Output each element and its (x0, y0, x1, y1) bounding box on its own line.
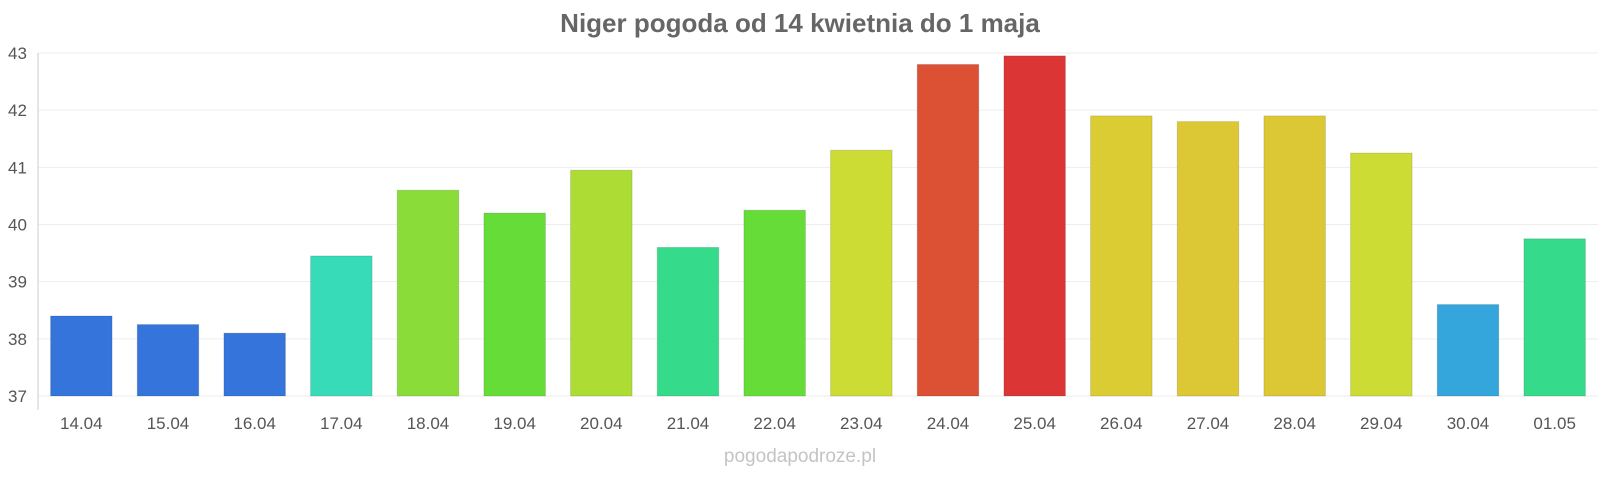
bar (223, 332, 286, 397)
bar (136, 324, 200, 397)
gridlines (38, 52, 1598, 397)
x-tick-label: 30.04 (1447, 414, 1490, 433)
bars (50, 55, 1586, 397)
bar (570, 169, 633, 397)
x-tick-label: 21.04 (667, 414, 710, 433)
bar (1176, 121, 1240, 397)
y-tick-label: 38 (8, 330, 27, 349)
x-axis-ticks: 14.04 15.04 16.04 17.04 18.04 19.04 20.04 21.04… (60, 414, 1576, 433)
x-tick-label: 20.04 (580, 414, 623, 433)
x-tick-label: 22.04 (753, 414, 796, 433)
x-tick-label: 29.04 (1360, 414, 1403, 433)
x-tick-label: 24.04 (927, 414, 970, 433)
bar (916, 63, 980, 397)
x-tick-label: 28.04 (1273, 414, 1316, 433)
y-tick-label: 39 (8, 273, 27, 292)
x-tick-label: 16.04 (233, 414, 276, 433)
bar (50, 315, 113, 397)
x-tick-label: 15.04 (147, 414, 190, 433)
x-tick-label: 26.04 (1100, 414, 1143, 433)
bar (396, 189, 460, 397)
y-tick-label: 37 (8, 387, 27, 406)
x-tick-label: 01.05 (1533, 414, 1576, 433)
bar (310, 255, 373, 397)
bar (1523, 238, 1586, 397)
x-tick-label: 14.04 (60, 414, 103, 433)
bar (743, 209, 806, 397)
x-tick-label: 17.04 (320, 414, 363, 433)
bar (656, 246, 720, 397)
watermark: pogodapodroze.pl (724, 446, 876, 467)
bar (1350, 152, 1413, 397)
y-tick-label: 42 (8, 101, 27, 120)
bar (1263, 115, 1326, 397)
bar (483, 212, 546, 397)
x-tick-label: 25.04 (1013, 414, 1056, 433)
y-tick-label: 40 (8, 216, 27, 235)
chart-title: Niger pogoda od 14 kwietnia do 1 maja (560, 8, 1040, 38)
x-tick-label: 27.04 (1187, 414, 1230, 433)
y-tick-label: 43 (8, 44, 27, 63)
bar (1436, 304, 1500, 397)
y-axis-ticks: 37 38 39 40 41 42 43 (8, 44, 27, 406)
bar (1003, 55, 1066, 397)
x-tick-label: 23.04 (840, 414, 883, 433)
x-tick-label: 19.04 (493, 414, 536, 433)
bar (1090, 115, 1153, 397)
x-tick-label: 18.04 (407, 414, 450, 433)
bar (830, 149, 893, 397)
y-tick-label: 41 (8, 158, 27, 177)
